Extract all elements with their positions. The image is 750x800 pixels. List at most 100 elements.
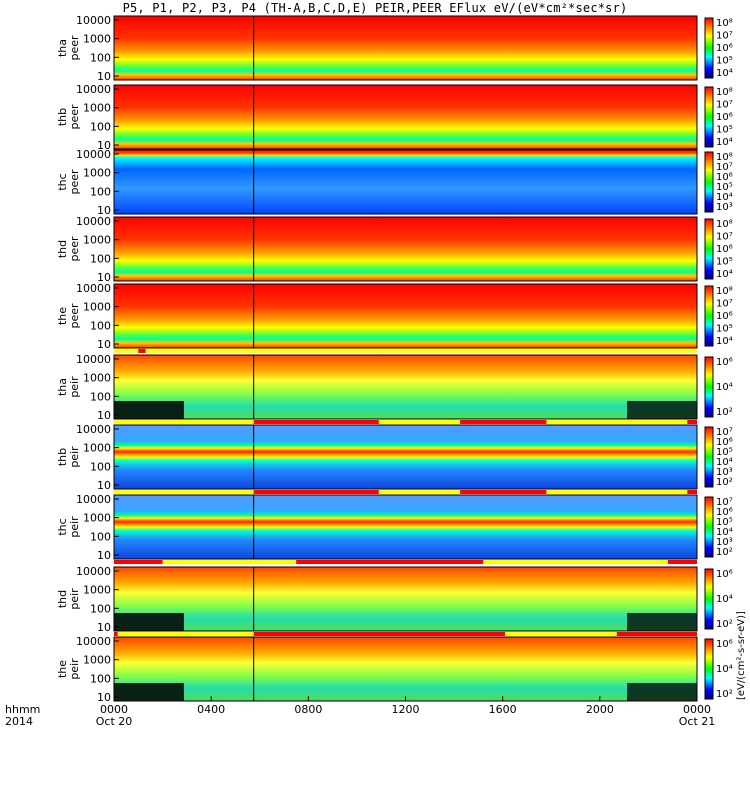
y-tick-label: 100	[90, 120, 111, 133]
colorbar-tick-label: 10⁵	[716, 56, 733, 67]
colorbar-tick-label: 10⁶	[716, 311, 733, 322]
panel-label-tha-peir: thapeir	[56, 376, 81, 398]
y-tick-label: 100	[90, 672, 111, 685]
colorbar-tick-label: 10²	[716, 477, 733, 488]
spectrogram-thd-peir	[114, 567, 697, 631]
colorbar-tick-label: 10⁷	[716, 299, 733, 310]
colorbar-tick-label: 10⁷	[716, 31, 733, 42]
panel-frame	[113, 354, 698, 420]
y-tick-label: 10000	[76, 282, 111, 295]
y-tick-label: 100	[90, 51, 111, 64]
y-tick-label: 1000	[83, 654, 111, 667]
panel-label-thc-peir: thcpeir	[56, 516, 81, 538]
y-tick-label: 100	[90, 185, 111, 198]
colorbar-tick-label: 10⁴	[716, 68, 733, 79]
y-tick-label: 10000	[76, 215, 111, 228]
spectrogram-thb-peer	[114, 85, 697, 149]
panel-thd-peir: 10000 1000 100 10 thdpeir 10⁶ 10⁴ 10²	[56, 565, 733, 634]
y-tick-label: 10	[97, 338, 111, 351]
flag-segment	[460, 420, 547, 424]
flag-segment	[253, 490, 379, 494]
y-tick-label: 10	[97, 409, 111, 422]
spectrogram-tha-peer	[114, 16, 697, 80]
data-gap	[627, 401, 697, 419]
y-tick-label: 1000	[83, 372, 111, 385]
colorbar-tick-label: 10⁴	[716, 336, 733, 347]
colorbar-thd-peir	[704, 568, 714, 630]
colorbar-tick-label: 10⁶	[716, 244, 733, 255]
spectrogram-thc-peir	[114, 495, 697, 559]
colorbar-tick-label: 10⁷	[716, 427, 733, 438]
flag-segment	[687, 490, 697, 494]
y-tick-label: 100	[90, 602, 111, 615]
y-tick-label: 100	[90, 252, 111, 265]
data-gap	[627, 683, 697, 701]
panel-label-thd-peir: thdpeir	[56, 588, 81, 610]
panel-label-thb-peer: thbpeer	[56, 104, 81, 130]
colorbar-tick-label: 10⁵	[716, 125, 733, 136]
y-tick-label: 10000	[76, 493, 111, 506]
y-tick-label: 10000	[76, 83, 111, 96]
colorbar-tick-label: 10⁵	[716, 517, 733, 528]
colorbar-thd-peer	[704, 218, 714, 280]
colorbar-thb-peir	[704, 426, 714, 488]
y-tick-label: 10	[97, 621, 111, 634]
y-tick-label: 10000	[76, 14, 111, 27]
spectrogram-tha-peir	[114, 355, 697, 419]
y-tick-label: 10000	[76, 635, 111, 648]
y-tick-label: 1000	[83, 33, 111, 46]
y-tick-label: 100	[90, 460, 111, 473]
panel-label-thb-peir: thbpeir	[56, 446, 81, 468]
panel-label-the-peir: thepeir	[56, 658, 81, 680]
data-gap	[627, 613, 697, 631]
x-tick-label: 0800	[294, 703, 322, 716]
colorbar-tick-label: 10⁵	[716, 182, 733, 193]
y-tick-label: 10	[97, 271, 111, 284]
colorbar-tick-label: 10⁵	[716, 447, 733, 458]
y-tick-label: 100	[90, 390, 111, 403]
flag-segment	[460, 490, 547, 494]
colorbar-thc-peir	[704, 496, 714, 558]
colorbar-tha-peir	[704, 356, 714, 418]
spectrogram-thc-peer	[114, 150, 697, 214]
colorbar-tick-label: 10⁴	[716, 137, 733, 148]
x-tick-label: 0000	[683, 703, 711, 716]
panel-label-the-peer: thepeer	[56, 303, 81, 329]
panel-label-thc-peer: thcpeer	[56, 169, 81, 195]
colorbar-tick-label: 10⁴	[716, 664, 733, 675]
colorbar-tick-label: 10⁸	[716, 18, 733, 29]
panel-tha-peir: 10000 1000 100 10 thapeir 10⁶ 10⁴ 10²	[56, 353, 733, 422]
y-tick-label: 1000	[83, 301, 111, 314]
flag-segment	[616, 632, 697, 636]
y-tick-label: 10	[97, 479, 111, 492]
colorbar-tick-label: 10⁶	[716, 639, 733, 650]
y-tick-label: 10000	[76, 148, 111, 161]
x-row-label-hhmm: hhmm	[5, 703, 40, 716]
colorbar-tick-label: 10⁴	[716, 594, 733, 605]
spectrogram-the-peir	[114, 637, 697, 701]
y-tick-label: 10	[97, 139, 111, 152]
y-tick-label: 10	[97, 70, 111, 83]
x-tick-label: 0000	[100, 703, 128, 716]
y-tick-label: 10	[97, 691, 111, 704]
y-tick-label: 1000	[83, 442, 111, 455]
colorbar-tick-label: 10⁶	[716, 172, 733, 183]
x-row-label-year: 2014	[5, 715, 33, 728]
flag-bar	[114, 490, 697, 494]
data-gap	[114, 613, 184, 631]
colorbar-tick-label: 10⁵	[716, 257, 733, 268]
y-tick-label: 100	[90, 319, 111, 332]
colorbar-tick-label: 10²	[716, 619, 733, 630]
colorbar-tick-label: 10³	[716, 537, 733, 548]
flag-segment	[253, 420, 379, 424]
flag-segment	[114, 632, 118, 636]
colorbar-tha-peer	[704, 17, 714, 79]
panel-frame	[113, 216, 698, 282]
y-tick-label: 10000	[76, 565, 111, 578]
x-tick-label: 0400	[197, 703, 225, 716]
